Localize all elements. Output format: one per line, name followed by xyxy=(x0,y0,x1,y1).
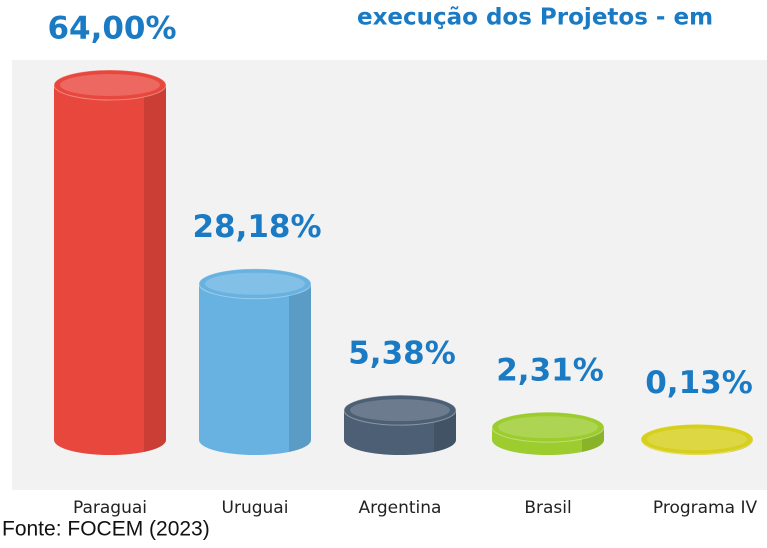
x-tick-label: Uruguai xyxy=(222,498,289,518)
x-tick-label: Argentina xyxy=(359,498,442,518)
value-label: 28,18% xyxy=(192,209,321,245)
cap-highlight xyxy=(498,416,598,439)
value-label: 5,38% xyxy=(348,336,456,372)
cylinder-cap xyxy=(53,69,167,101)
cylinder-cap xyxy=(343,394,457,426)
cap-highlight xyxy=(350,399,450,422)
cap-highlight xyxy=(205,272,305,295)
chart-title: execução dos Projetos - em xyxy=(357,5,713,31)
source-note: Fonte: FOCEM (2023) xyxy=(2,518,210,541)
x-tick-label: Brasil xyxy=(524,498,571,518)
cap-highlight xyxy=(647,428,747,451)
cylinder-shade xyxy=(289,283,312,452)
value-label: 0,13% xyxy=(645,365,753,401)
cap-highlight xyxy=(60,74,160,96)
x-tick-label: Paraguai xyxy=(73,498,147,518)
cylinder-cap xyxy=(640,423,754,455)
cylinder-cap xyxy=(198,268,312,300)
value-label: 64,00% xyxy=(47,11,176,47)
cylinder-body xyxy=(199,283,311,455)
cylinder-shade xyxy=(144,85,167,452)
cylinder-body xyxy=(54,85,166,455)
x-tick-label: Programa IV xyxy=(653,498,758,518)
value-label: 2,31% xyxy=(496,353,604,389)
cylinder-cap xyxy=(491,411,605,443)
